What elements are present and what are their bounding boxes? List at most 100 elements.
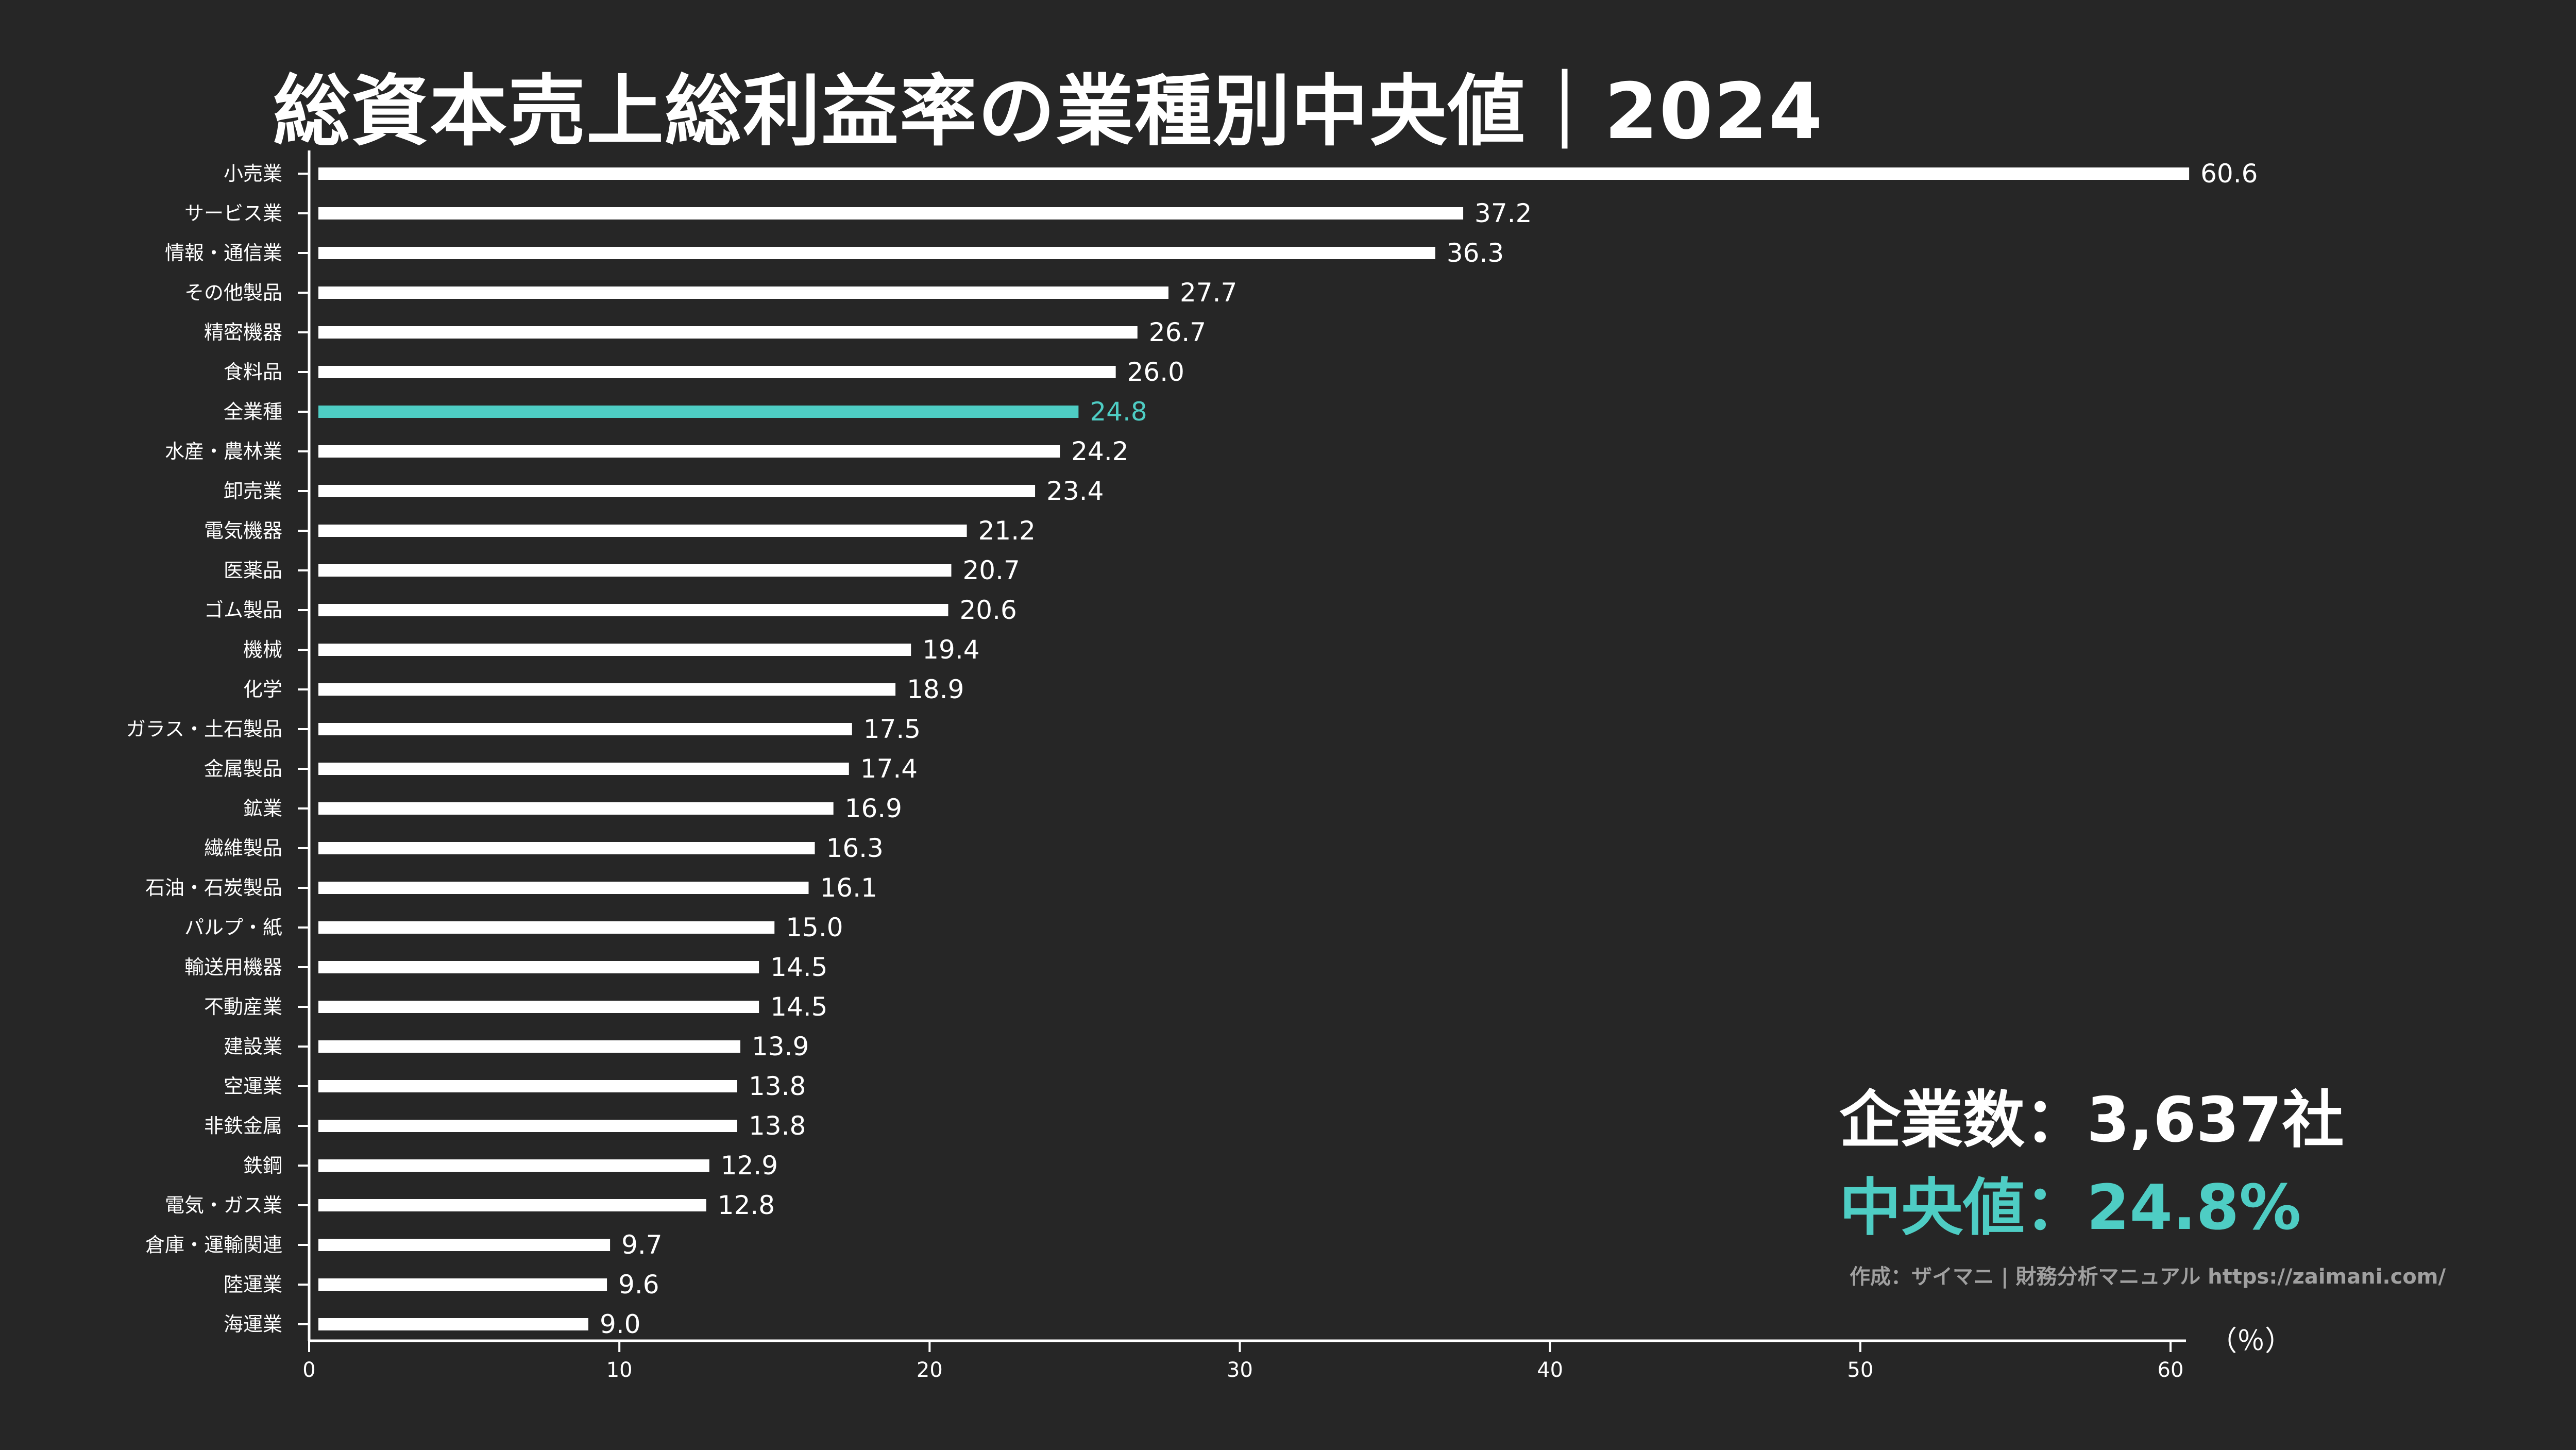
bar	[318, 366, 1116, 378]
category-label: 建設業	[224, 1035, 282, 1058]
value-label: 26.0	[1127, 357, 1184, 387]
bar	[318, 1080, 737, 1092]
category-label: 卸売業	[224, 480, 282, 502]
bar	[318, 1159, 709, 1172]
category-label: パルプ・紙	[184, 916, 282, 939]
bar	[318, 1278, 607, 1291]
x-tick-label: 40	[1537, 1358, 1563, 1382]
value-label: 16.3	[826, 833, 884, 863]
bar	[318, 207, 1464, 220]
category-label: 海運業	[224, 1313, 282, 1336]
value-label: 18.9	[907, 675, 964, 704]
value-label: 26.7	[1149, 317, 1206, 347]
value-label: 37.2	[1475, 198, 1532, 228]
value-label: 9.0	[600, 1309, 641, 1339]
x-axis-unit: （％）	[2209, 1325, 2293, 1357]
chart-title: 総資本売上総利益率の業種別中央値｜2024	[273, 67, 1824, 157]
category-label: 輸送用機器	[184, 956, 282, 979]
value-label: 16.9	[845, 794, 902, 823]
category-label: 電気機器	[204, 519, 282, 542]
value-label: 14.5	[770, 992, 827, 1022]
value-label: 12.8	[718, 1190, 775, 1220]
value-label: 23.4	[1046, 476, 1104, 506]
bar	[318, 286, 1169, 299]
bar	[318, 842, 815, 854]
x-tick-label: 30	[1227, 1358, 1253, 1382]
value-label: 17.5	[863, 714, 921, 744]
category-label: 化学	[243, 678, 282, 701]
category-label: 金属製品	[204, 757, 282, 780]
bar	[318, 1199, 706, 1211]
bars-layer: 小売業 60.6 サービス業 37.2 情報・通信業 36.3 その他製品 27.7 精密機器 2…	[126, 159, 2258, 1339]
value-label: 24.2	[1071, 436, 1128, 466]
bar	[318, 485, 1036, 497]
x-tick-label: 60	[2158, 1358, 2184, 1382]
bar	[318, 445, 1060, 458]
value-label: 13.8	[749, 1071, 806, 1101]
value-label: 14.5	[770, 952, 827, 982]
bar	[318, 802, 834, 815]
category-label: 食料品	[224, 361, 282, 383]
bar	[318, 326, 1138, 339]
bar	[318, 683, 896, 696]
stats-box: 企業数：3,637社 中央値：24.8%	[1839, 1077, 2344, 1252]
category-label: 水産・農林業	[165, 440, 282, 463]
value-label: 19.4	[922, 635, 979, 665]
value-label: 20.6	[959, 595, 1016, 625]
category-label: 全業種	[224, 400, 282, 423]
company-count: 企業数：3,637社	[1839, 1085, 2344, 1156]
value-label: 24.8	[1090, 397, 1147, 427]
bar	[318, 961, 759, 973]
category-label: 情報・通信業	[165, 242, 282, 264]
value-label: 17.4	[860, 754, 918, 784]
value-label: 60.6	[2200, 159, 2258, 189]
category-label: 小売業	[224, 162, 282, 185]
bar	[318, 564, 952, 577]
category-label: 繊維製品	[204, 837, 282, 859]
value-label: 27.7	[1180, 278, 1237, 308]
bar	[318, 604, 948, 616]
category-label: 空運業	[224, 1075, 282, 1098]
x-tick-label: 0	[302, 1358, 315, 1382]
bar	[318, 882, 809, 894]
value-label: 16.1	[820, 873, 877, 903]
value-label: 13.8	[749, 1111, 806, 1141]
x-tick-label: 50	[1847, 1358, 1873, 1382]
value-label: 12.9	[721, 1151, 778, 1181]
category-label: 鉱業	[243, 797, 282, 820]
category-label: 機械	[243, 638, 282, 661]
category-label: 石油・石炭製品	[145, 876, 282, 899]
category-label: 医薬品	[224, 559, 282, 582]
value-label: 13.9	[752, 1032, 809, 1061]
bar	[318, 763, 849, 775]
value-label: 9.7	[621, 1230, 663, 1260]
category-label: 鉄鋼	[243, 1154, 282, 1177]
category-label: 倉庫・運輸関連	[145, 1234, 282, 1256]
bar	[318, 921, 775, 934]
bar	[318, 1120, 737, 1132]
bar	[318, 1040, 741, 1053]
bar	[318, 1001, 759, 1013]
category-label: 陸運業	[224, 1273, 282, 1296]
value-label: 20.7	[962, 555, 1020, 585]
category-label: 不動産業	[204, 996, 282, 1018]
median-value: 中央値：24.8%	[1839, 1172, 2301, 1244]
bar	[318, 167, 2190, 180]
bar	[318, 525, 967, 537]
bar	[318, 1318, 588, 1330]
bar	[318, 723, 852, 735]
category-label: 非鉄金属	[204, 1115, 282, 1137]
x-tick-label: 20	[917, 1358, 943, 1382]
bar	[318, 644, 911, 656]
axes-layer: 0 10 20 30 40 50 60 （％）	[302, 150, 2293, 1382]
category-label: その他製品	[184, 281, 282, 304]
x-tick-label: 10	[606, 1358, 633, 1382]
bar	[318, 1239, 611, 1251]
bar	[318, 247, 1435, 259]
category-label: サービス業	[184, 202, 282, 225]
value-label: 36.3	[1447, 238, 1504, 268]
category-label: ガラス・土石製品	[126, 718, 282, 740]
value-label: 9.6	[618, 1270, 659, 1300]
category-label: 電気・ガス業	[165, 1194, 282, 1217]
